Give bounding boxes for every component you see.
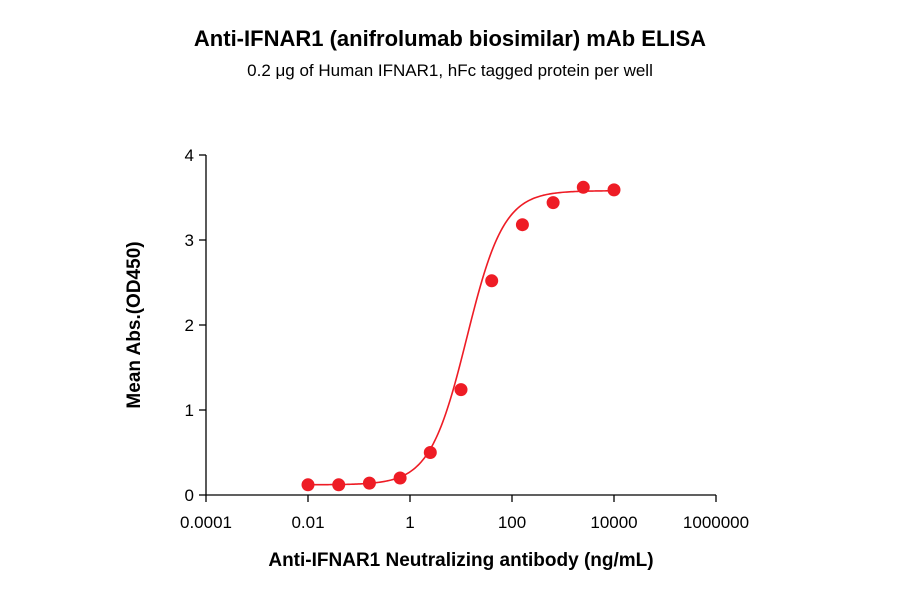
data-point: [423, 446, 437, 459]
fit-curve: [307, 190, 615, 486]
x-ticks: 0.0001 0.01 1 100 10000 1000000: [180, 495, 749, 532]
data-point: [576, 180, 590, 194]
y-tick-label: 2: [185, 316, 194, 335]
data-point: [301, 478, 315, 492]
x-axis-title: Anti-IFNAR1 Neutralizing antibody (ng/mL…: [268, 550, 653, 571]
data-points: [301, 180, 621, 492]
data-point: [393, 471, 407, 485]
data-point: [546, 196, 560, 210]
x-tick-label: 1: [405, 513, 414, 532]
y-axis-title: Mean Abs.(OD450): [124, 241, 145, 408]
x-tick-label: 1000000: [683, 513, 749, 532]
x-tick-label: 100: [498, 513, 526, 532]
y-tick-label: 1: [185, 401, 194, 420]
x-tick-label: 10000: [590, 513, 637, 532]
data-point: [485, 274, 499, 288]
data-point: [362, 476, 376, 490]
y-tick-label: 4: [185, 146, 194, 165]
y-tick-label: 3: [185, 231, 194, 250]
axes: [205, 155, 716, 496]
y-ticks: 0 1 2 3 4: [185, 146, 206, 505]
x-tick-label: 0.01: [291, 513, 324, 532]
chart-title: Anti-IFNAR1 (anifrolumab biosimilar) mAb…: [193, 26, 707, 51]
data-point: [454, 383, 468, 397]
x-tick-label: 0.0001: [180, 513, 232, 532]
data-point: [515, 218, 529, 232]
y-tick-label: 0: [185, 486, 194, 505]
chart-subtitle: 0.2 μg of Human IFNAR1, hFc tagged prote…: [247, 61, 653, 80]
data-point: [607, 183, 621, 197]
data-point: [332, 478, 346, 492]
